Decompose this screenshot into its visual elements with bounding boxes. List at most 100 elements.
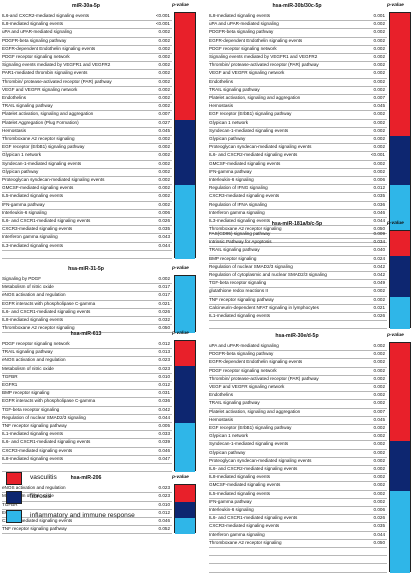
table-row: TNF receptor signaling pathway 0.005 [2, 422, 172, 432]
pvalue-cell: 0.002 [158, 78, 171, 84]
table-row [209, 320, 387, 330]
table-row: IL3-mediated signaling events 0.044 [2, 242, 172, 251]
table-row: Platelet Aggregation (Plug Formation) 0.0… [2, 119, 172, 128]
table-row: EGFR-dependent Endothelin signaling even… [209, 37, 387, 46]
table-row: eNOS activation and regulation 0.023 [2, 356, 172, 366]
pvalue-cell: 0.035 [373, 523, 386, 529]
pathway-label: uPA and uPAR-mediated signaling [209, 21, 279, 27]
table-row: Signaling events mediated by VEGFR1 and … [2, 61, 172, 71]
pathway-label: GMCSF-mediated signaling events [209, 160, 281, 166]
pvalue-cell: 0.036 [373, 201, 386, 207]
pathway-label: Thrombin/ protease-activated receptor (P… [209, 62, 319, 68]
pathway-label: Thromboxane A2 receptor signaling [2, 136, 75, 141]
table-row: IL8-mediated signaling events 0.002 [209, 473, 387, 483]
pathway-label: Glypican pathway [209, 449, 246, 455]
category-segment-vasculitis [390, 13, 410, 136]
pathway-label: TNF receptor signaling pathway [2, 423, 67, 428]
pathway-label: IL3-mediated signaling events [2, 242, 64, 248]
pvalue-cell: 0.002 [373, 127, 386, 133]
table-row: Hemostasis 0.045 [2, 127, 172, 136]
pathway-label: Thrombin/ protease-activated receptor (P… [209, 375, 319, 381]
category-segment-fibrosis [175, 119, 195, 186]
pathway-label: IFN-gamma pathway [2, 201, 45, 207]
pvalue-cell: 0.002 [373, 490, 386, 496]
table-row: Interleukin-6 signaling 0.006 [209, 176, 387, 186]
pathway-label: FAS(CD95) signaling pathway [209, 231, 271, 236]
pathway-label: Syndecan-1-mediated signaling events [209, 127, 289, 133]
table-row: Syndecan-1-mediated signaling events 0.00… [209, 440, 387, 450]
table-row: IFN-gamma pathway 0.002 [2, 201, 172, 210]
pathway-label: Metabolism of nitric oxide [2, 284, 54, 290]
table-row: Interferon gamma signaling 0.043 [2, 233, 172, 243]
pvalue-cell: 0.010 [158, 373, 171, 379]
category-segment-fibrosis [390, 255, 410, 297]
pathway-label: IL8-mediated signaling events [2, 317, 64, 322]
pathway-label: Calcineurin-dependent NFAT signaling in … [209, 304, 319, 310]
pathway-label: eNOS activation and regulation [2, 292, 66, 298]
category-bar [389, 12, 411, 276]
pvalue-cell: 0.049 [373, 280, 386, 286]
pathway-label: TRAIL signaling pathway [2, 349, 53, 355]
pvalue-cell: 0.021 [158, 300, 171, 306]
pvalue-header: p-value [387, 3, 404, 8]
pvalue-cell: 0.045 [373, 416, 386, 422]
table-row: IL1-mediated signaling events 0.026 [209, 312, 387, 322]
table-row: BMP receptor signaling 0.031 [2, 389, 172, 399]
table-row: Thromboxane A2 receptor signaling 0.050 [209, 539, 387, 548]
pvalue-cell: 0.013 [158, 349, 171, 355]
pathway-label: Glypican 1 network [2, 152, 42, 158]
pvalue-cell: 0.006 [373, 507, 386, 512]
pvalue-cell: 0.002 [158, 177, 171, 182]
pvalue-cell: 0.002 [373, 54, 386, 59]
pvalue-cell: 0.002 [373, 351, 386, 357]
pvalue-cell: 0.002 [373, 37, 386, 43]
table-row: Endothelins 0.002 [209, 391, 387, 401]
table-row: EGFR interacts with phospholipase C-gamm… [2, 300, 172, 309]
pvalue-cell: 0.021 [373, 304, 386, 310]
pathway-label: Regulation of cytoplasmic and nuclear SM… [209, 272, 327, 277]
pvalue-cell: 0.026 [158, 308, 171, 314]
pvalue-cell: 0.012 [158, 341, 171, 346]
pvalue-cell: 0.002 [373, 29, 386, 35]
pvalue-cell: 0.031 [158, 390, 171, 396]
legend: vasculitis fibrosis inflammatory and immun… [6, 472, 196, 532]
table-row: IL8-mediated signaling events 0.032 [2, 316, 172, 326]
table-row: IL8-mediated signaling events 0.001 [209, 12, 387, 22]
category-segment-inflammatory [175, 423, 195, 473]
pathway-label: Platelet activation, signaling and aggre… [2, 111, 94, 117]
table-row: FAS(CD95) signaling pathway 0.009 [209, 230, 387, 240]
pvalue-cell: 0.002 [373, 375, 386, 381]
pvalue-cell: 0.002 [373, 466, 386, 471]
panel-2: hsa-miR-613 p-value PDGF receptor signalin… [2, 331, 198, 473]
table-row: Interleukin-6 signaling 0.006 [2, 209, 172, 218]
table-row: Regulation of cytoplasmic and nuclear SM… [209, 271, 387, 281]
panel-0: miR-30a-5p p-value IL6-and CXCR2-mediated … [2, 3, 198, 260]
pathway-label: PDGF receptor signaling network [2, 341, 70, 346]
pvalue-cell: 0.002 [373, 449, 386, 455]
table-row: IL6- and CXCR1-mediated signaling events… [2, 438, 172, 448]
pvalue-cell: 0.023 [158, 493, 171, 499]
pathway-label: PDGF receptor signaling network [2, 54, 70, 59]
pvalue-cell: 0.042 [373, 263, 386, 269]
pathway-label: Interleukin-6 signaling [209, 507, 254, 512]
table-row: IFN-gamma pathway 0.002 [209, 168, 387, 177]
table-row: TGF-beta receptor signaling 0.049 [209, 279, 387, 289]
pathway-label: CXCR3-mediated signaling events [2, 447, 73, 453]
table-row: Regulation of nuclear SMAD2/3 signaling 0… [209, 263, 387, 272]
category-segment-fibrosis [175, 365, 195, 423]
pvalue-cell: <0.001 [155, 21, 170, 27]
table-row: IL5-mediated signaling events 0.002 [209, 490, 387, 499]
pathway-label: Regulation of nuclear SMAD2/3 signaling [2, 414, 86, 420]
table-row: TGF-beta receptor signaling 0.042 [2, 406, 172, 415]
pvalue-header: p-value [172, 331, 189, 336]
table-row: GMCSF-mediated signaling events 0.002 [209, 160, 387, 169]
table-row: Metabolism of nitric oxide 0.023 [2, 365, 172, 374]
pathway-label: VEGF and VEGFR signaling network [2, 86, 78, 92]
pathway-label: EGFR-dependent Endothelin signaling even… [209, 37, 303, 43]
pathway-label: Hemostasis [209, 416, 233, 422]
table-row: Regulation of nuclear SMAD2/3 signaling 0… [2, 414, 172, 423]
panel-title: hsa-miR-30b/30c-5p [272, 3, 322, 9]
category-segment-vasculitis [175, 485, 195, 502]
table-row: Glypican 1 network 0.002 [209, 432, 387, 442]
category-segment-vasculitis [390, 231, 410, 256]
